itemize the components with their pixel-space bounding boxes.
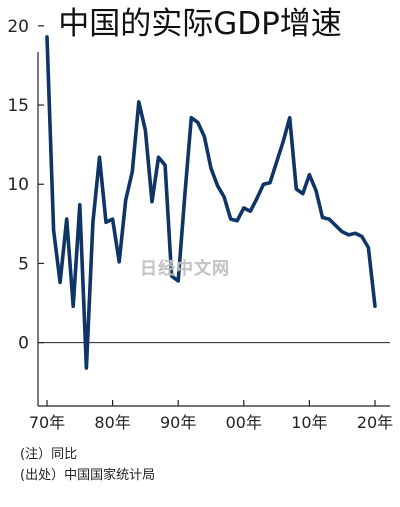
chart-notes: (注）同比 (出处）中国国家统计局 (20, 444, 155, 486)
y-tick-label: 10 (7, 175, 29, 195)
x-tick-label: 70年 (29, 413, 65, 432)
y-tick-label: 5 (18, 254, 29, 274)
gdp-growth-line (45, 35, 377, 370)
chart-title: 中国的实际GDP增速 (58, 6, 342, 42)
watermark-logo: 日经中文网 (140, 259, 230, 279)
note-source: (出处）中国国家统计局 (20, 468, 156, 483)
y-tick-label: 0 (18, 334, 29, 354)
y-tick-label: 15 (7, 96, 29, 116)
x-tick-label: 80年 (94, 413, 130, 432)
x-tick-label: 10年 (291, 413, 327, 432)
x-tick-label: 90年 (160, 413, 196, 432)
y-axis-ticks: 0 5 10 15 20 (7, 17, 44, 354)
gdp-growth-series (45, 35, 377, 370)
x-axis-ticks: 70年 80年 90年 00年 10年 20年 (29, 400, 393, 432)
x-tick-label: 00年 (226, 413, 262, 432)
y-tick-label: 20 (7, 17, 29, 37)
x-tick-label: 20年 (357, 413, 393, 432)
chart-axes (37, 52, 390, 407)
note-yoy: (注）同比 (20, 447, 78, 462)
